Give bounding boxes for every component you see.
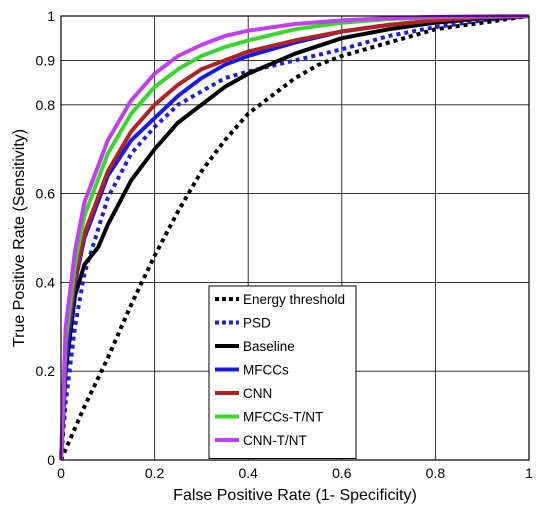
legend-label: CNN [243, 386, 272, 401]
series-lines [59, 14, 530, 461]
y-tick-label: 0 [47, 452, 55, 468]
x-tick-label: 0.6 [332, 465, 352, 481]
legend: Energy threshold PSD Baseline MFCCs CNN MFCCs… [208, 285, 357, 459]
legend-label: Energy threshold [243, 292, 345, 307]
plot-frame [60, 15, 530, 461]
y-tick-label: 0.8 [36, 97, 56, 113]
y-tick-label: 0.9 [36, 52, 56, 68]
legend-box [208, 285, 357, 459]
series-line-cnn [59, 14, 530, 461]
series-line-cnn-t-nt [59, 14, 530, 461]
x-tick-label: 0.8 [426, 465, 446, 481]
legend-label: MFCCs-T/NT [243, 410, 323, 425]
y-tick-label: 0.2 [36, 363, 56, 379]
x-axis-label: False Positive Rate (1- Specificity) [173, 487, 417, 504]
legend-label: Baseline [243, 339, 295, 354]
x-tick-label: 0 [57, 465, 65, 481]
y-tick-label: 0.4 [36, 274, 56, 290]
y-tick-label: 0.6 [36, 186, 56, 202]
series-line-psd [59, 14, 530, 461]
legend-label: PSD [243, 316, 271, 331]
x-tick-label: 1 [525, 465, 533, 481]
legend-label: CNN-T/NT [243, 433, 307, 448]
series-line-baseline [59, 14, 530, 461]
x-tick-label: 0.4 [238, 465, 258, 481]
tick-labels: 0 0.2 0.4 0.6 0.8 1 0 0.2 0.4 0.6 0.8 0.9 1 [36, 8, 534, 481]
x-tick-label: 0.2 [145, 465, 165, 481]
series-line-energy-threshold [59, 14, 530, 461]
y-tick-label: 1 [47, 8, 55, 24]
legend-label: MFCCs [243, 363, 289, 378]
y-axis-label: True Positive Rate (Sensitivity) [11, 129, 28, 347]
